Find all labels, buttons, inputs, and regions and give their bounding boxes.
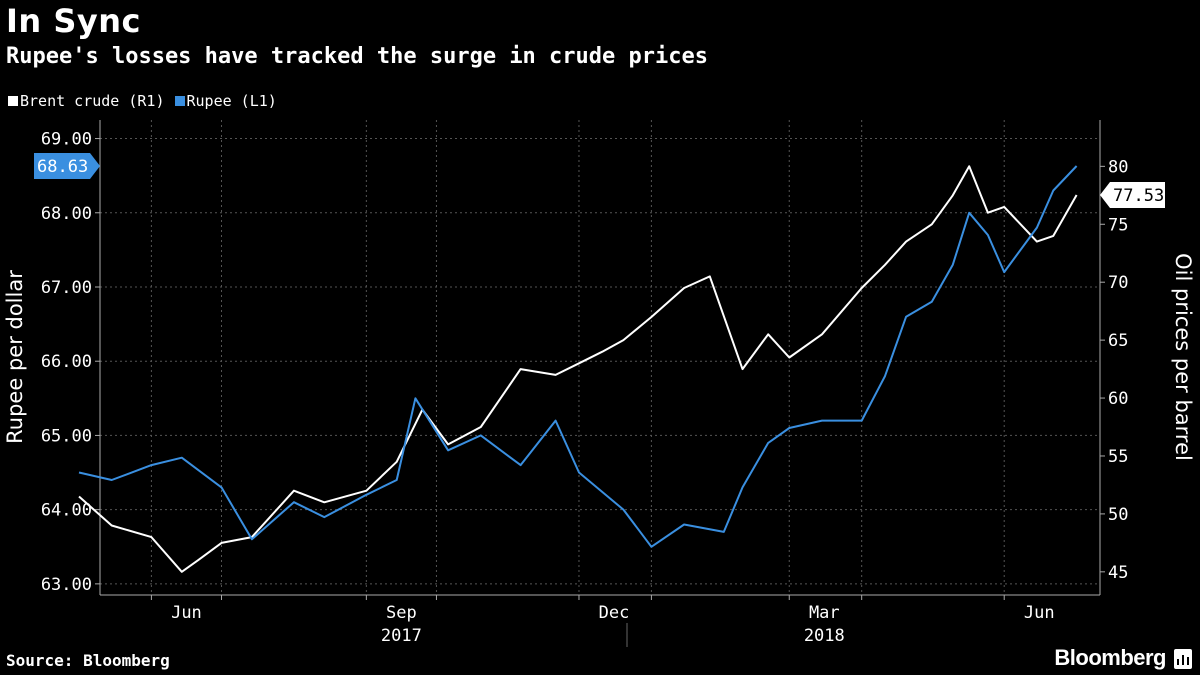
chart-title: In Sync xyxy=(6,2,141,40)
legend-label-brent: Brent crude (R1) xyxy=(20,92,165,110)
legend-item-brent: Brent crude (R1) xyxy=(8,92,165,110)
rupee-last-value-flag xyxy=(34,153,100,180)
left-tick-label: 68.00 xyxy=(41,204,92,224)
ticks: 63.00 64.00 65.00 66.00 67.00 68.00 69.00 45 50 5… xyxy=(41,130,1129,646)
left-tick-label: 69.00 xyxy=(41,130,92,150)
x-tick-label: Dec xyxy=(599,603,630,623)
value-labels: 68.63 77.53 xyxy=(34,153,1165,208)
left-tick-label: 65.00 xyxy=(41,426,92,446)
legend-item-rupee: Rupee (L1) xyxy=(174,92,277,110)
left-tick-label: 67.00 xyxy=(41,278,92,298)
rupee-line xyxy=(78,165,1078,548)
right-tick-label: 45 xyxy=(1108,563,1128,583)
bloomberg-logo: Bloomberg xyxy=(1054,645,1166,670)
left-tick-label: 63.00 xyxy=(41,575,92,595)
legend: Brent crude (R1) Rupee (L1) xyxy=(8,92,277,110)
brent-last-value-label: 77.53 xyxy=(1113,186,1164,206)
right-tick-label: 60 xyxy=(1108,389,1128,409)
right-axis-label: Oil prices per barrel xyxy=(1171,253,1195,461)
brent-last-value-flag xyxy=(1100,181,1165,208)
chart-subtitle: Rupee's losses have tracked the surge in… xyxy=(6,44,708,69)
series-lines xyxy=(78,165,1078,573)
x-year-label: 2018 xyxy=(804,626,845,646)
legend-label-rupee: Rupee (L1) xyxy=(186,92,277,110)
source-note: Source: Bloomberg xyxy=(6,651,170,670)
x-year-label: 2017 xyxy=(381,626,422,646)
right-tick-label: 55 xyxy=(1108,447,1128,467)
legend-swatch-rupee xyxy=(174,96,185,106)
rupee-last-value-label: 68.63 xyxy=(37,157,88,177)
right-tick-label: 75 xyxy=(1108,215,1128,235)
x-tick-label: Mar xyxy=(809,603,840,623)
right-tick-label: 70 xyxy=(1108,273,1128,293)
legend-swatch-brent xyxy=(8,96,18,106)
left-tick-label: 66.00 xyxy=(41,352,92,372)
brent-crude-line xyxy=(78,165,1078,573)
right-tick-label: 80 xyxy=(1108,157,1128,177)
left-axis-label: Rupee per dollar xyxy=(3,270,27,444)
x-tick-label: Sep xyxy=(386,603,417,623)
bloomberg-terminal-icon xyxy=(1174,649,1192,669)
grid-lines xyxy=(100,120,1100,595)
x-tick-label: Jun xyxy=(1024,603,1055,623)
x-tick-label: Jun xyxy=(171,603,202,623)
left-tick-label: 64.00 xyxy=(41,501,92,521)
right-tick-label: 50 xyxy=(1108,505,1128,525)
right-tick-label: 65 xyxy=(1108,331,1128,351)
